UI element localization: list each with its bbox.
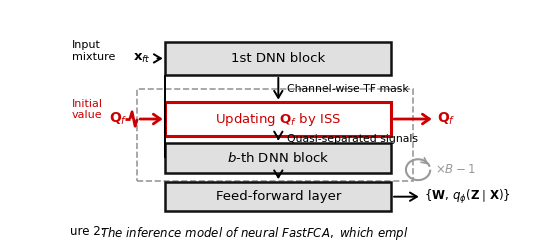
Text: $\mathbf{Q}_f$: $\mathbf{Q}_f$ [437, 111, 455, 127]
Text: $\{\mathbf{W},\,q_\phi(\mathbf{Z}\mid\mathbf{X})\}$: $\{\mathbf{W},\,q_\phi(\mathbf{Z}\mid\ma… [424, 188, 511, 206]
FancyBboxPatch shape [166, 42, 391, 75]
Text: $\times B-1$: $\times B-1$ [435, 163, 475, 176]
Text: $\it{The\ inference\ model\ of\ neural\ FastFCA,\ which\ empl}$: $\it{The\ inference\ model\ of\ neural\ … [100, 225, 408, 242]
Text: Updating $\mathbf{Q}_f$ by ISS: Updating $\mathbf{Q}_f$ by ISS [215, 110, 342, 127]
Text: Initial
value: Initial value [72, 99, 103, 120]
Text: $\mathbf{Q}_f$: $\mathbf{Q}_f$ [109, 111, 128, 127]
Text: Feed-forward layer: Feed-forward layer [216, 190, 341, 203]
Text: Quasi-separated signals: Quasi-separated signals [287, 134, 418, 144]
FancyBboxPatch shape [166, 102, 391, 136]
Text: 1st DNN block: 1st DNN block [231, 52, 325, 65]
Text: ure 2:: ure 2: [70, 225, 109, 238]
FancyBboxPatch shape [166, 182, 391, 211]
Text: $b$-th DNN block: $b$-th DNN block [227, 151, 329, 165]
FancyBboxPatch shape [166, 143, 391, 172]
Text: Channel-wise TF mask: Channel-wise TF mask [287, 84, 409, 94]
Text: $\mathbf{x}_{ft}$: $\mathbf{x}_{ft}$ [133, 52, 151, 65]
Text: Input
mixture: Input mixture [72, 40, 115, 62]
